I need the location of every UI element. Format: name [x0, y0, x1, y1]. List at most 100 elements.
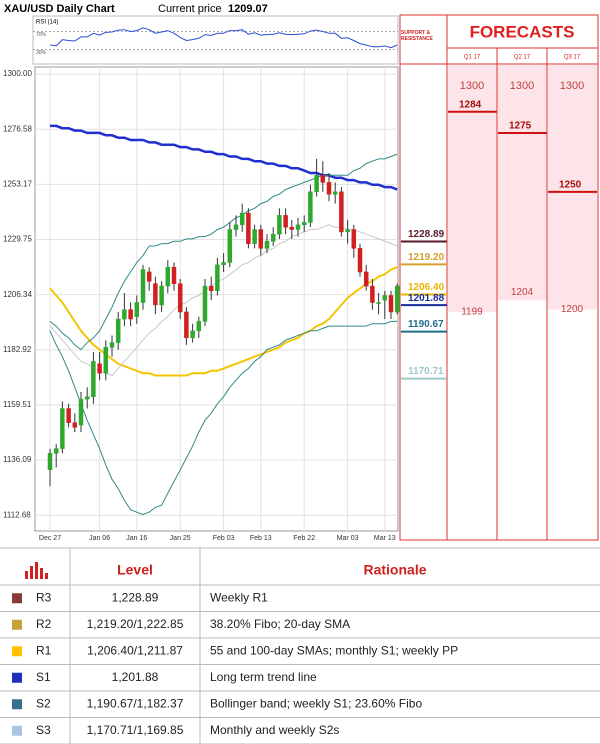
- candle-body: [97, 363, 102, 374]
- table-cell: 1,190.67/1,182.37: [87, 696, 184, 710]
- indicator-line: [49, 320, 398, 516]
- candle-body: [283, 215, 288, 228]
- candle-body: [320, 175, 326, 183]
- table-header: Level: [117, 562, 153, 578]
- rsi-tick-label: 30%: [36, 50, 47, 56]
- rsi-line: [49, 27, 398, 49]
- table-cell: R3: [36, 590, 52, 604]
- candle-body: [264, 241, 270, 249]
- candle-body: [60, 408, 65, 449]
- sr-label: 1219.20: [408, 252, 445, 263]
- y-tick-label: 1182.92: [3, 345, 32, 354]
- level-swatch: [12, 646, 22, 657]
- candle-body: [339, 191, 344, 233]
- icon-bar: [25, 571, 28, 579]
- candle-body: [345, 229, 350, 233]
- table-cell: 38.20% Fibo; 20-day SMA: [210, 617, 350, 631]
- plot-area: [34, 66, 399, 532]
- y-tick-label: 1159.51: [3, 400, 32, 409]
- forecast-range: [498, 65, 547, 301]
- candle-body: [332, 191, 338, 195]
- candle-body: [122, 309, 127, 320]
- forecast-range: [448, 65, 497, 312]
- sr-label: 1228.89: [408, 229, 445, 240]
- candle-body: [190, 330, 195, 339]
- sr-label: 1190.67: [408, 319, 444, 330]
- table-header: Rationale: [363, 562, 426, 578]
- icon-bar: [30, 566, 33, 579]
- x-tick-label: Mar 03: [337, 535, 359, 542]
- candle-body: [66, 408, 71, 423]
- candle-body: [221, 262, 226, 266]
- forecast-title: FORECASTS: [470, 22, 575, 41]
- forecast-range: [548, 65, 597, 310]
- candle-body: [246, 212, 251, 244]
- candle-body: [115, 318, 121, 343]
- rsi-panel: [32, 15, 399, 65]
- y-tick-label: 1229.75: [3, 235, 32, 244]
- candle-body: [91, 361, 96, 397]
- table-cell: R1: [36, 643, 52, 657]
- candle-body: [47, 453, 53, 471]
- rsi-title: RSI (14): [36, 20, 58, 26]
- forecast-low: 1200: [561, 304, 584, 315]
- sr-label: 1206.40: [408, 282, 445, 293]
- candle-body: [357, 248, 363, 273]
- table-cell: Bollinger band; weekly S1; 23.60% Fibo: [210, 696, 422, 710]
- quarter-label: Q3 17: [564, 55, 581, 61]
- forecast-high: 1300: [510, 80, 534, 92]
- candle-body: [295, 224, 301, 230]
- candle-body: [227, 229, 233, 263]
- candle-body: [308, 191, 313, 223]
- forecast-high: 1300: [560, 80, 584, 92]
- candle-body: [78, 398, 84, 426]
- price-label: Current price: [158, 3, 222, 15]
- candle-body: [277, 215, 282, 235]
- candle-body: [171, 266, 177, 284]
- table-cell: 55 and 100-day SMAs; monthly S1; weekly …: [210, 643, 458, 657]
- y-tick-label: 1112.68: [3, 510, 31, 519]
- candle-body: [270, 233, 276, 242]
- icon-bar: [40, 568, 43, 579]
- x-tick-label: Dec 27: [39, 535, 61, 542]
- table-cell: 1,206.40/1,211.87: [87, 643, 183, 657]
- candle-body: [202, 285, 208, 322]
- candle-body: [165, 266, 171, 287]
- y-tick-label: 1136.09: [3, 455, 32, 464]
- chart-title: XAU/USD Daily Chart: [4, 3, 115, 15]
- indicator-line: [49, 153, 398, 351]
- forecast-target-label: 1250: [559, 179, 582, 190]
- candle-body: [258, 229, 264, 249]
- indicator-line: [50, 124, 398, 191]
- candle-body: [196, 321, 202, 332]
- forecast-target-label: 1284: [459, 99, 482, 110]
- table-cell: S2: [36, 696, 51, 710]
- y-tick-label: 1206.34: [3, 290, 32, 299]
- candle-body: [394, 285, 400, 313]
- table-cell: 1,228.89: [112, 590, 159, 604]
- candle-body: [72, 422, 78, 428]
- candle-body: [370, 285, 375, 303]
- sr-title: SUPPORT & RESISTANCE: [401, 30, 433, 42]
- table-cell: 1,170.71/1,169.85: [87, 723, 184, 737]
- sr-title-box: SUPPORT & RESISTANCE: [401, 30, 433, 42]
- table-cell: 1,219.20/1,222.85: [87, 617, 184, 631]
- candle-body: [184, 311, 189, 339]
- table-cell: R2: [36, 617, 52, 631]
- sr-label: 1201.88: [408, 293, 445, 304]
- forecast-target-label: 1275: [509, 121, 532, 132]
- candle-body: [289, 226, 295, 230]
- candle-body: [326, 182, 332, 195]
- x-tick-label: Jan 25: [170, 535, 191, 542]
- x-tick-label: Feb 13: [250, 535, 272, 542]
- icon-bar: [35, 562, 38, 579]
- x-tick-label: Jan 06: [89, 535, 110, 542]
- candle-body: [53, 448, 59, 454]
- candle-body: [128, 309, 133, 320]
- candle-body: [140, 269, 146, 303]
- level-swatch: [12, 619, 22, 630]
- table-icon: [25, 562, 48, 579]
- candle-body: [134, 302, 140, 317]
- candle-body: [109, 342, 115, 348]
- x-tick-label: Jan 16: [126, 535, 147, 542]
